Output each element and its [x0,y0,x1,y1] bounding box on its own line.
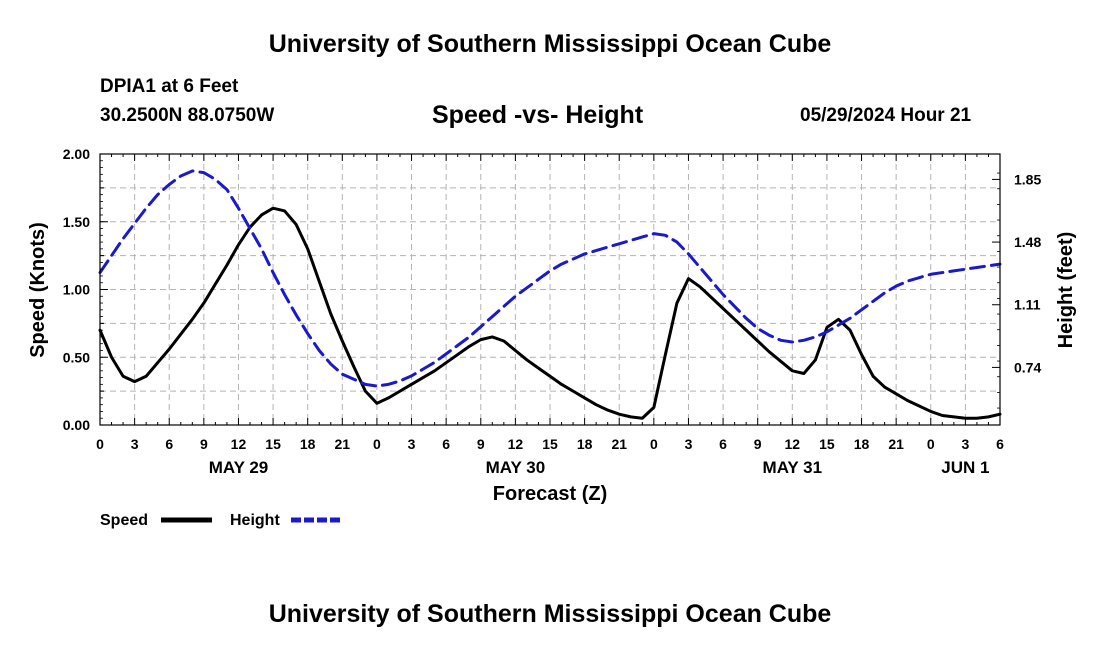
x-tick-label: 3 [408,436,416,452]
x-tick-label: 18 [577,436,593,452]
x-tick-label: 15 [819,436,835,452]
station-coordinates: 30.2500N 88.0750W [100,105,275,126]
x-date-label: JUN 1 [941,458,989,477]
x-tick-label: 12 [785,436,801,452]
x-date-label: MAY 29 [209,458,269,477]
x-tick-label: 0 [650,436,658,452]
x-tick-label: 12 [231,436,247,452]
x-tick-label: 3 [961,436,969,452]
y-tick-label-left: 0.00 [63,417,90,433]
x-tick-label: 6 [165,436,173,452]
x-tick-label: 9 [200,436,208,452]
footer-title: University of Southern Mississippi Ocean… [268,600,832,628]
x-tick-label: 3 [131,436,139,452]
station-name: DPIA1 at 6 Feet [100,76,239,97]
x-tick-label: 9 [754,436,762,452]
x-tick-label: 12 [508,436,524,452]
series-line-height [98,169,1002,388]
y-axis-title-right: Height (feet) [1055,232,1077,349]
x-tick-label: 18 [300,436,316,452]
x-tick-label: 21 [888,436,904,452]
x-tick-label: 21 [335,436,351,452]
y-tick-label-right: 0.74 [1014,359,1041,375]
x-date-label: MAY 31 [763,458,823,477]
x-tick-label: 6 [996,436,1004,452]
y-tick-label-right: 1.85 [1014,171,1041,187]
x-tick-label: 21 [611,436,627,452]
forecast-timestamp: 05/29/2024 Hour 21 [800,105,972,126]
page-title: University of Southern Mississippi Ocean… [268,30,832,58]
chart-series [98,169,1002,420]
legend-label-height: Height [230,512,280,529]
x-tick-label: 15 [542,436,558,452]
y-tick-label-left: 2.00 [63,146,90,162]
y-tick-label-left: 0.50 [63,349,90,365]
x-tick-label: 6 [719,436,727,452]
chart-axes: 0 3 6 9 12 15 18 21 0 3 6 9 12 15 18 21 0 3 6 9 12 15 18 21 0 3 6 M… [63,146,1042,477]
x-tick-label: 0 [96,436,104,452]
y-tick-label-left: 1.00 [63,282,90,298]
legend-label-speed: Speed [100,512,148,529]
x-date-label: MAY 30 [486,458,546,477]
x-tick-label: 18 [854,436,870,452]
chart-title: Speed -vs- Height [432,101,644,129]
x-axis-title: Forecast (Z) [493,483,607,505]
chart-grid [100,154,1000,425]
y-tick-label-left: 1.50 [63,214,90,230]
x-tick-label: 0 [373,436,381,452]
y-tick-label-right: 1.11 [1014,297,1041,313]
y-tick-label-right: 1.48 [1014,234,1041,250]
x-tick-label: 6 [442,436,450,452]
x-tick-label: 3 [685,436,693,452]
x-tick-label: 9 [477,436,485,452]
y-axis-title-left: Speed (Knots) [27,222,49,358]
x-tick-label: 15 [265,436,281,452]
legend: Speed Height [100,512,342,529]
x-tick-label: 0 [927,436,935,452]
speed-height-chart: 0 3 6 9 12 15 18 21 0 3 6 9 12 15 18 21 0 3 6 9 12 15 18 21 0 3 6 M… [27,146,1077,529]
